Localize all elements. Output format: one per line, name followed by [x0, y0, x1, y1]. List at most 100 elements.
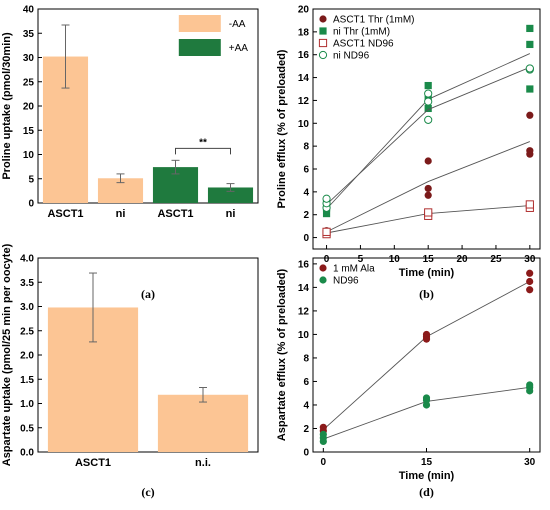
data-point [319, 423, 327, 431]
y-tick-label: 0.5 [20, 423, 34, 434]
panel-label: (b) [419, 287, 434, 301]
y-tick-label: 30 [23, 53, 35, 64]
legend-marker [318, 38, 328, 48]
data-point [319, 430, 327, 438]
y-tick-label: 14 [298, 73, 310, 84]
category-label: ni [226, 208, 236, 220]
data-point [525, 200, 534, 209]
y-tick-label: 5 [28, 174, 34, 185]
legend-marker [318, 50, 328, 60]
data-point [526, 381, 534, 389]
fit-line [326, 141, 531, 233]
panel-label: (d) [419, 485, 434, 499]
legend-swatch [178, 39, 221, 56]
legend-label: -AA [229, 19, 246, 30]
y-tick-label: 20 [23, 102, 35, 113]
legend-marker [319, 264, 327, 272]
x-tick-label: 0 [321, 457, 327, 468]
y-axis-label: Proline efflux (% of preloaded) [276, 49, 288, 208]
legend-swatch [178, 15, 221, 32]
y-tick-label: 14 [298, 283, 310, 294]
y-tick-label: 4 [303, 400, 309, 411]
y-tick-label: 8 [303, 353, 309, 364]
data-point [424, 157, 432, 165]
y-tick-label: 2.5 [20, 326, 34, 337]
data-point [526, 111, 534, 119]
panel-a: 0 5 10 15 20 25 30 35 40 Proline uptake (pmol/30m… [1, 5, 259, 301]
legend-label: ni ND96 [333, 51, 370, 62]
y-tick-label: 1.0 [20, 399, 34, 410]
x-axis-label: Time (min) [399, 267, 455, 279]
category-label: ASCT1 [75, 457, 111, 469]
data-point [526, 147, 534, 155]
y-tick-label: 20 [298, 5, 310, 16]
y-axis-label: Proline uptake (pmol/30min) [1, 32, 13, 180]
data-point [424, 89, 433, 98]
data-point [424, 97, 433, 106]
significance-bracket [175, 147, 231, 155]
data-point [424, 104, 432, 113]
y-tick-label: 40 [23, 5, 35, 16]
y-tick-label: 4 [303, 187, 309, 198]
x-tick-label: 25 [490, 254, 502, 265]
data-point [424, 191, 432, 199]
y-tick-label: 16 [298, 259, 310, 270]
data-point [526, 85, 534, 93]
data-point [322, 194, 331, 203]
y-tick-label: 10 [298, 330, 310, 341]
legend-marker [319, 15, 327, 23]
x-axis-label: Time (min) [399, 470, 455, 482]
data-point [322, 209, 331, 218]
y-tick-label: 6 [303, 165, 309, 176]
y-tick-label: 3.0 [20, 302, 34, 313]
y-tick-label: 12 [298, 306, 310, 317]
y-tick-label: 25 [23, 77, 35, 88]
significance-label: ** [199, 137, 207, 148]
legend-label: ASCT1 ND96 [333, 39, 394, 50]
category-label: ni [116, 208, 126, 220]
legend-label: +AA [229, 43, 249, 54]
fit-line [326, 66, 531, 205]
x-tick-label: 15 [421, 457, 433, 468]
data-point [526, 269, 534, 277]
panel-b: 0 2 4 6 8 10 12 14 16 18 20 Proline efflux (% of pr… [276, 5, 541, 301]
y-tick-label: 6 [303, 377, 309, 388]
y-tick-label: 2 [303, 210, 309, 221]
data-point [424, 115, 433, 124]
data-point [525, 64, 534, 73]
data-point [526, 277, 534, 286]
legend-label: 1 mM Ala [333, 264, 375, 275]
y-tick-label: 10 [298, 119, 310, 130]
category-label: ASCT1 [157, 208, 193, 220]
bar [157, 394, 249, 452]
x-tick-label: 30 [524, 254, 536, 265]
x-tick-label: 30 [524, 457, 536, 468]
y-tick-label: 10 [23, 150, 35, 161]
y-tick-label: 2.0 [20, 351, 34, 362]
x-tick-label: 20 [457, 254, 469, 265]
y-tick-label: 35 [23, 29, 35, 40]
plot-frame [312, 8, 541, 250]
data-point [424, 81, 432, 90]
y-axis-label: Aspartate uptake (pmol/25 min per oocyte… [1, 243, 13, 466]
data-point [424, 184, 432, 193]
data-point [422, 394, 431, 402]
panel-d: 0 2 4 6 8 10 12 14 16 Aspartate efflux (% of prel… [276, 257, 541, 499]
y-tick-label: 1.5 [20, 375, 34, 386]
y-tick-label: 0 [28, 199, 34, 210]
y-axis-label: Aspartate efflux (% of preloaded) [276, 268, 288, 441]
y-tick-label: 8 [303, 142, 309, 153]
data-point [526, 24, 534, 33]
y-tick-label: 15 [23, 126, 35, 137]
data-point [422, 330, 431, 339]
legend-marker [319, 27, 327, 35]
x-tick-label: 15 [423, 254, 435, 265]
y-tick-label: 2 [303, 424, 309, 435]
data-point [526, 40, 534, 49]
y-tick-label: 0.0 [20, 448, 34, 459]
legend-label: ND96 [333, 276, 359, 287]
y-tick-label: 0 [303, 233, 309, 244]
category-label: n.i. [195, 457, 211, 469]
legend-marker [319, 276, 327, 284]
